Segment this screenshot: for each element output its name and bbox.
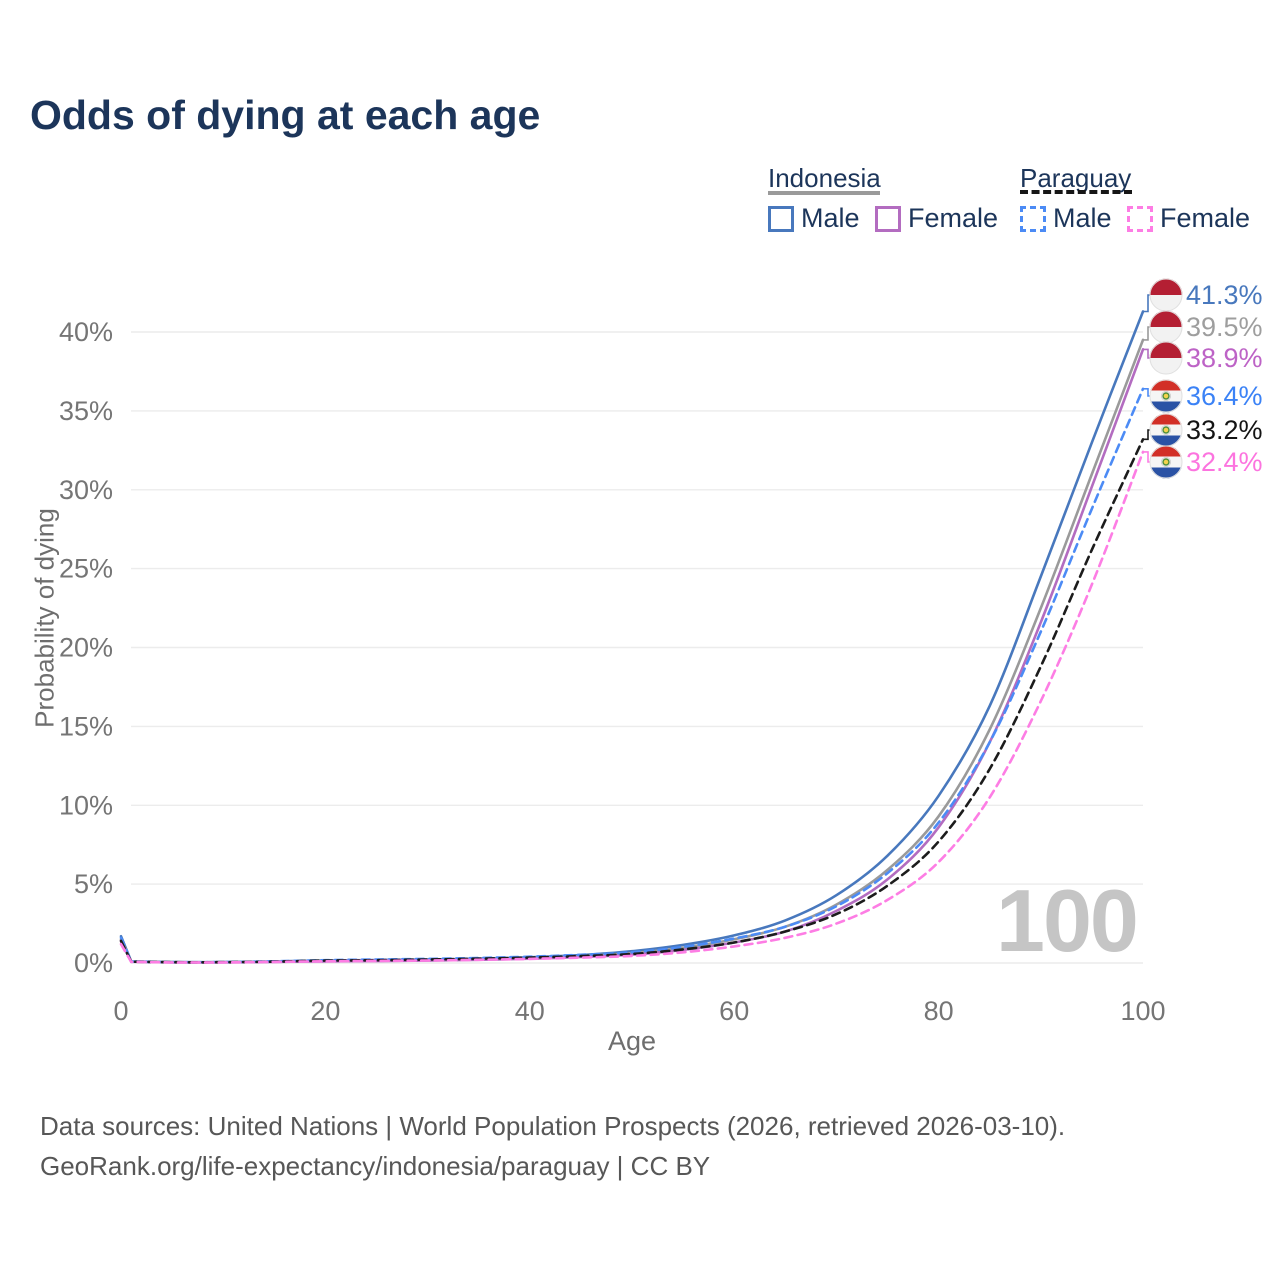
y-axis-title: Probability of dying [29, 508, 60, 728]
y-tick-label: 0% [74, 948, 113, 978]
paraguay-line-style-swatch [1020, 190, 1132, 194]
legend-item-label: Male [801, 203, 860, 233]
end-value-label: 33.2% [1186, 415, 1263, 445]
end-value-label: 39.5% [1186, 312, 1263, 342]
indonesia-female-swatch-icon [875, 205, 901, 232]
age-watermark: 100 [996, 871, 1139, 970]
source-footer: Data sources: United Nations | World Pop… [40, 1106, 1065, 1186]
indonesia-flag-icon [1149, 278, 1183, 312]
legend-group-paraguay-label[interactable]: Paraguay [1020, 163, 1132, 193]
series-line-indonesia-male [119, 310, 1145, 964]
x-tick-label: 80 [924, 996, 954, 1026]
y-tick-label: 30% [59, 475, 113, 505]
paraguay-male-swatch-icon [1020, 205, 1046, 232]
legend-item-indonesia-male[interactable]: Male [768, 203, 860, 234]
y-tick-label: 25% [59, 554, 113, 584]
legend-item-label: Female [908, 203, 999, 233]
y-tick-label: 20% [59, 633, 113, 663]
series-line-paraguay-male [119, 387, 1145, 964]
legend-item-indonesia-female[interactable]: Female [875, 203, 998, 234]
attribution-line: GeoRank.org/life-expectancy/indonesia/pa… [40, 1151, 711, 1181]
y-tick-label: 5% [74, 869, 113, 899]
series-line-paraguay-female [119, 450, 1145, 964]
y-tick-label: 35% [59, 396, 113, 426]
y-tick-label: 40% [59, 317, 113, 347]
end-value-label: 36.4% [1186, 381, 1263, 411]
indonesia-male-swatch-icon [768, 205, 794, 232]
series-line-indonesia-female [119, 348, 1145, 964]
series-line-indonesia-both-sexes [119, 338, 1145, 964]
paraguay-female-swatch-icon [1127, 205, 1153, 232]
indonesia-flag-icon [1149, 310, 1183, 344]
end-value-label: 41.3% [1186, 280, 1263, 310]
x-axis-title: Age [607, 1026, 657, 1056]
x-tick-label: 100 [1120, 996, 1165, 1026]
legend-item-paraguay-male[interactable]: Male [1020, 203, 1112, 234]
legend-group-indonesia-label[interactable]: Indonesia [768, 163, 881, 193]
y-tick-label: 15% [59, 711, 113, 741]
page-title: Odds of dying at each age [30, 92, 541, 138]
series-line-paraguay-both-sexes [119, 438, 1145, 964]
legend-item-label: Female [1160, 203, 1251, 233]
legend-item-label: Male [1053, 203, 1112, 233]
data-source-line: Data sources: United Nations | World Pop… [40, 1111, 1066, 1141]
y-tick-label: 10% [59, 790, 113, 820]
indonesia-line-style-swatch [768, 191, 880, 195]
x-tick-label: 60 [719, 996, 749, 1026]
x-tick-label: 40 [515, 996, 545, 1026]
x-tick-label: 0 [113, 996, 128, 1026]
legend-item-paraguay-female[interactable]: Female [1127, 203, 1250, 234]
end-value-label: 38.9% [1186, 343, 1263, 373]
end-value-label: 32.4% [1186, 447, 1263, 477]
x-tick-label: 20 [310, 996, 340, 1026]
indonesia-flag-icon [1149, 341, 1183, 375]
